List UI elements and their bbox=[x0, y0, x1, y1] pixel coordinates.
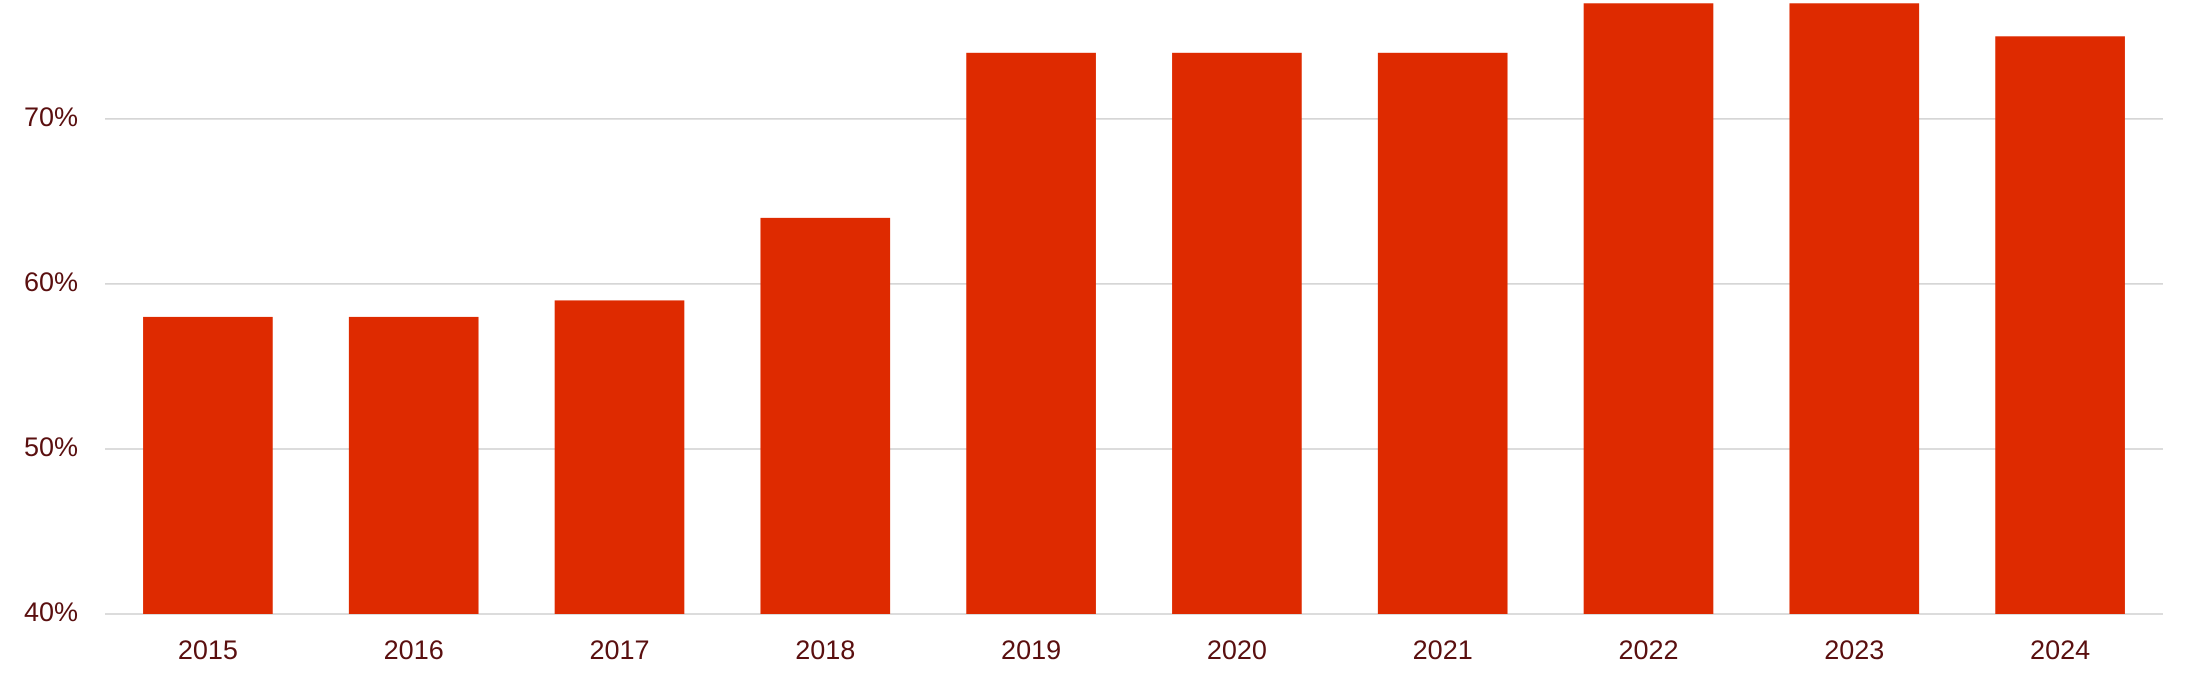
x-tick-label: 2019 bbox=[1001, 635, 1061, 665]
bar bbox=[348, 316, 479, 614]
x-tick-label: 2016 bbox=[384, 635, 444, 665]
bar bbox=[1789, 3, 1920, 614]
x-tick-label: 2018 bbox=[795, 635, 855, 665]
y-tick-label: 60% bbox=[24, 267, 78, 297]
x-tick-label: 2024 bbox=[2030, 635, 2090, 665]
bar bbox=[966, 52, 1096, 615]
bar bbox=[143, 316, 273, 614]
x-tick-label: 2023 bbox=[1824, 635, 1884, 665]
x-tick-label: 2017 bbox=[589, 635, 649, 665]
x-tick-label: 2021 bbox=[1413, 635, 1473, 665]
x-tick-label: 2022 bbox=[1618, 635, 1678, 665]
y-tick-label: 70% bbox=[24, 102, 78, 132]
bar bbox=[760, 217, 891, 614]
bar bbox=[1377, 52, 1508, 615]
bar bbox=[1995, 36, 2125, 614]
bar bbox=[554, 300, 685, 614]
x-tick-label: 2015 bbox=[178, 635, 238, 665]
y-tick-label: 40% bbox=[24, 597, 78, 627]
bar bbox=[1583, 3, 1714, 614]
x-tick-label: 2020 bbox=[1207, 635, 1267, 665]
bar bbox=[1172, 52, 1302, 615]
y-tick-label: 50% bbox=[24, 432, 78, 462]
